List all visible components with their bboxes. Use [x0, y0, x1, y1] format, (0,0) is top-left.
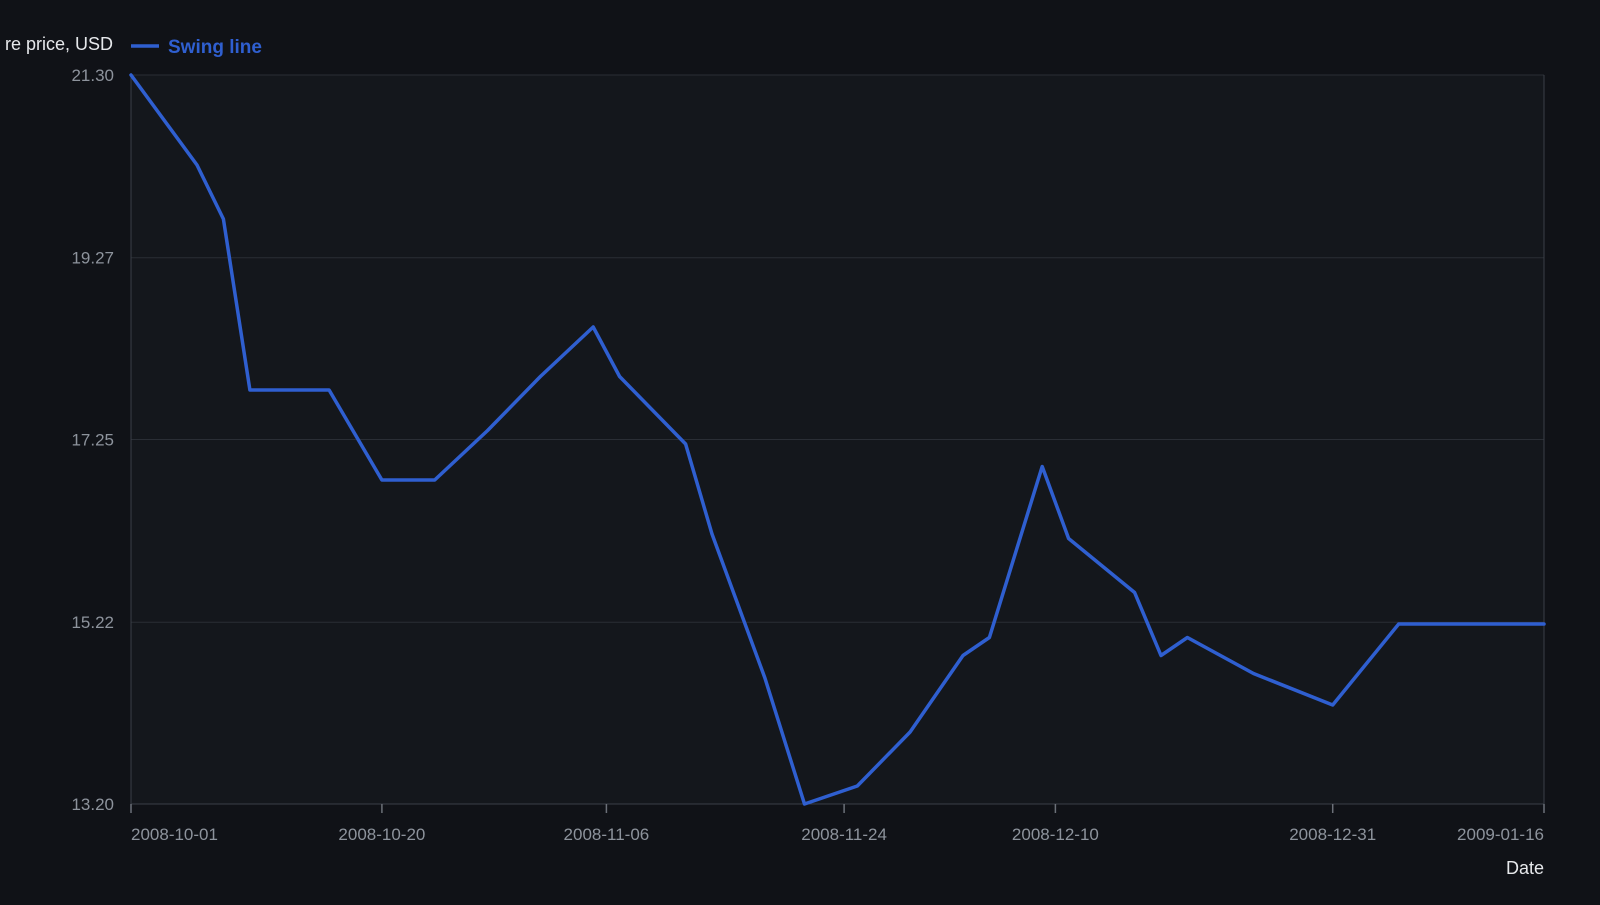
x-axis-title: Date — [1506, 858, 1544, 878]
x-tick-label: 2008-11-06 — [564, 825, 650, 844]
legend[interactable]: Swing line — [131, 37, 262, 58]
legend-label-swing-line: Swing line — [168, 37, 262, 58]
x-tick-label: 2008-10-01 — [131, 825, 218, 844]
y-tick-label: 21.30 — [71, 66, 114, 85]
x-tick-label: 2008-12-10 — [1012, 825, 1099, 844]
y-axis-ticks: 21.30 19.27 17.25 15.22 13.20 — [71, 66, 114, 814]
y-tick-label: 15.22 — [71, 613, 114, 632]
y-axis-title: re price, USD — [5, 34, 113, 54]
x-tick-label: 2008-11-24 — [801, 825, 887, 844]
y-tick-label: 17.25 — [71, 431, 114, 450]
x-tick-label: 2008-10-20 — [338, 825, 425, 844]
x-tick-label: 2008-12-31 — [1289, 825, 1376, 844]
axes — [130, 75, 1545, 805]
y-tick-label: 13.20 — [71, 795, 114, 814]
x-axis-ticks: 2008-10-01 2008-10-20 2008-11-06 2008-11-24… — [130, 804, 1545, 844]
series — [129, 73, 1546, 806]
y-tick-label: 19.27 — [71, 249, 114, 268]
series-line-swing-line — [129, 73, 1546, 806]
x-tick-label: 2009-01-16 — [1457, 825, 1544, 844]
grid — [131, 74, 1544, 805]
